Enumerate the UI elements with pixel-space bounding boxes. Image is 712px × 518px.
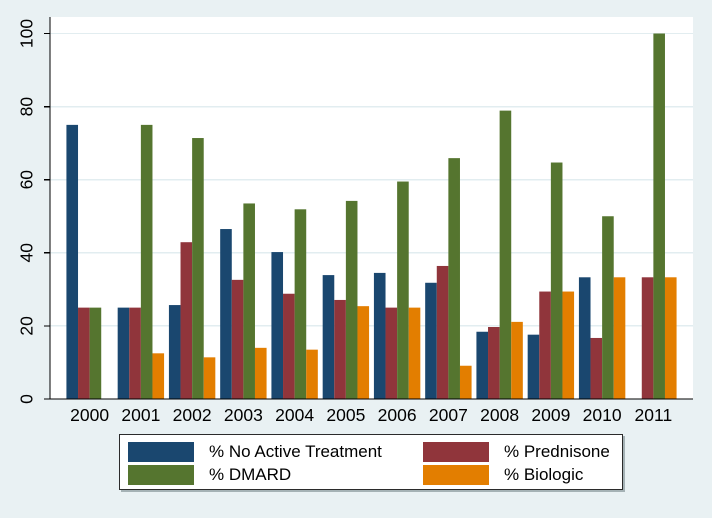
bar-2011-s3 — [664, 277, 677, 399]
bar-2010-s2 — [602, 216, 614, 399]
x-tick-label-2004: 2004 — [275, 405, 314, 425]
x-tick-label-2003: 2003 — [224, 405, 263, 425]
bar-2009-s0 — [527, 334, 540, 399]
legend-entry-dmard: % DMARD — [128, 465, 291, 485]
y-tick-label-60: 60 — [17, 170, 37, 190]
bar-2007-s0 — [425, 282, 437, 399]
legend-label-biologic: % Biologic — [504, 465, 584, 484]
bar-2003-s2 — [243, 203, 255, 399]
bar-2006-s1 — [385, 307, 398, 399]
bar-2005-s2 — [345, 200, 358, 399]
x-tick-label-2011: 2011 — [635, 405, 673, 425]
bar-2008-s1 — [488, 326, 500, 399]
bar-2004-s0 — [271, 252, 284, 399]
bar-2009-s1 — [539, 291, 551, 399]
bar-2003-s1 — [231, 279, 244, 399]
bar-2008-s0 — [476, 331, 489, 399]
bar-2007-s2 — [448, 158, 460, 399]
x-tick-label-2010: 2010 — [583, 405, 622, 425]
x-tick-label-2008: 2008 — [480, 405, 519, 425]
bar-2011-s2 — [653, 33, 665, 399]
bar-2002-s2 — [192, 138, 204, 399]
x-tick-label-2007: 2007 — [429, 405, 468, 425]
bar-2011-s1 — [641, 277, 654, 399]
bar-2004-s2 — [294, 209, 307, 399]
x-tick-label-2006: 2006 — [378, 405, 417, 425]
x-tick-label-2001: 2001 — [121, 405, 160, 425]
bar-2000-s0 — [66, 124, 79, 399]
y-tick-label-20: 20 — [17, 316, 37, 336]
bar-2006-s0 — [373, 272, 386, 399]
legend-swatch-dmard — [128, 465, 194, 485]
bar-2002-s0 — [168, 305, 181, 399]
bar-2008-s3 — [511, 321, 523, 399]
chart-legend: % No Active Treatment % Prednisone % DMA… — [119, 434, 623, 490]
bar-2001-s1 — [129, 307, 141, 399]
legend-swatch-no-active-treatment — [128, 442, 194, 462]
bar-2007-s1 — [436, 265, 449, 399]
legend-label-dmard: % DMARD — [209, 465, 292, 484]
bar-2003-s0 — [220, 229, 232, 399]
bar-2001-s3 — [152, 353, 165, 399]
bar-2005-s0 — [322, 275, 335, 399]
y-tick-label-40: 40 — [17, 243, 37, 263]
bar-2004-s3 — [306, 349, 318, 399]
y-tick-label-0: 0 — [17, 394, 37, 404]
bar-2001-s2 — [140, 124, 153, 399]
bar-2005-s3 — [357, 306, 370, 399]
legend-swatch-biologic — [423, 465, 489, 485]
x-tick-label-2000: 2000 — [70, 405, 109, 425]
bar-2002-s3 — [203, 357, 216, 399]
bar-2009-s3 — [562, 291, 575, 399]
bar-2010-s1 — [590, 337, 603, 399]
bar-2001-s0 — [117, 307, 130, 399]
legend-entry-no-active-treatment: % No Active Treatment — [128, 442, 382, 462]
bar-2010-s3 — [613, 277, 626, 399]
x-tick-label-2009: 2009 — [531, 405, 570, 425]
bar-2006-s3 — [408, 307, 421, 399]
legend-label-prednisone: % Prednisone — [504, 442, 610, 461]
bar-2007-s3 — [459, 365, 472, 399]
y-tick-label-80: 80 — [17, 97, 37, 117]
bar-2010-s0 — [578, 277, 591, 399]
legend-label-no-active-treatment: % No Active Treatment — [209, 442, 382, 461]
legend-swatch-prednisone — [423, 442, 489, 462]
bar-2005-s1 — [334, 299, 346, 399]
bar-2003-s3 — [254, 347, 267, 399]
legend-entry-biologic: % Biologic — [423, 465, 583, 485]
bar-2000-s2 — [89, 307, 102, 399]
bar-2004-s1 — [283, 293, 295, 399]
bar-2006-s2 — [397, 181, 409, 399]
bar-2009-s2 — [550, 162, 563, 399]
bar-2000-s1 — [78, 307, 90, 399]
legend-entry-prednisone: % Prednisone — [423, 442, 610, 462]
x-tick-label-2002: 2002 — [173, 405, 212, 425]
x-tick-label-2005: 2005 — [326, 405, 365, 425]
bar-2008-s2 — [499, 110, 512, 400]
bar-2002-s1 — [180, 242, 193, 399]
y-tick-label-100: 100 — [17, 19, 37, 48]
